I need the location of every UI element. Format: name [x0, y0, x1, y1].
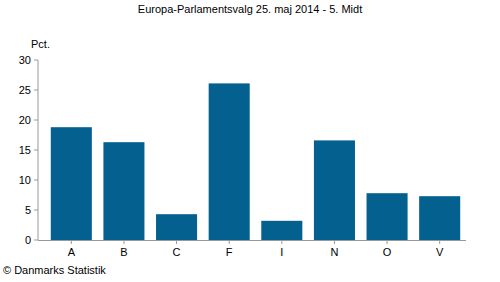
bars: [51, 83, 460, 240]
y-tick-label: 10: [19, 174, 31, 186]
y-tick: [34, 150, 38, 151]
bar: [419, 196, 460, 240]
y-tick: [34, 120, 38, 121]
x-tick: [334, 240, 335, 244]
x-tick: [176, 240, 177, 244]
bar: [51, 127, 92, 240]
x-tick-label: V: [436, 246, 444, 258]
x-tick: [439, 240, 440, 244]
bar: [209, 83, 250, 240]
bar: [314, 140, 355, 240]
x-tick-label: A: [68, 246, 76, 258]
x-tick: [123, 240, 124, 244]
y-tick-label: 5: [25, 204, 31, 216]
y-tick: [34, 210, 38, 211]
chart-container: Europa-Parlamentsvalg 25. maj 2014 - 5. …: [0, 0, 500, 282]
title: Europa-Parlamentsvalg 25. maj 2014 - 5. …: [138, 3, 362, 15]
bar: [103, 142, 144, 240]
y-label: Pct.: [31, 38, 50, 50]
x-tick-label: N: [330, 246, 338, 258]
x-tick: [387, 240, 388, 244]
x-tick-label: F: [226, 246, 233, 258]
bar: [261, 221, 302, 240]
y-tick-label: 15: [19, 144, 31, 156]
y-tick: [34, 60, 38, 61]
x-tick: [71, 240, 72, 244]
bar: [367, 193, 408, 240]
x-tick: [229, 240, 230, 244]
y-tick-label: 25: [19, 84, 31, 96]
y-tick: [34, 90, 38, 91]
x-tick-label: I: [280, 246, 283, 258]
source: © Danmarks Statistik: [3, 264, 106, 276]
y-tick-label: 20: [19, 114, 31, 126]
x-tick-label: C: [173, 246, 181, 258]
x-tick: [281, 240, 282, 244]
x-axis: [38, 240, 466, 241]
x-tick-label: O: [383, 246, 392, 258]
chart-svg: Europa-Parlamentsvalg 25. maj 2014 - 5. …: [0, 0, 500, 282]
y-tick: [34, 240, 38, 241]
y-tick-label: 30: [19, 54, 31, 66]
y-tick-label: 0: [25, 234, 31, 246]
y-tick: [34, 180, 38, 181]
x-tick-label: B: [120, 246, 127, 258]
bar: [156, 214, 197, 240]
